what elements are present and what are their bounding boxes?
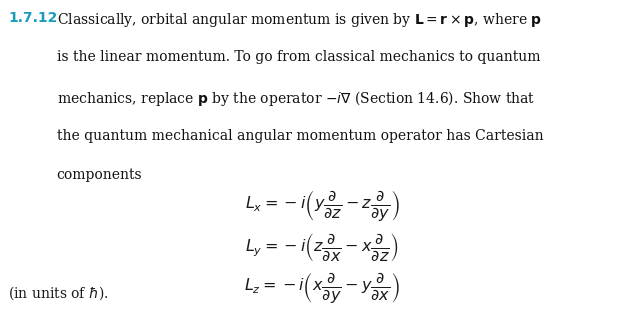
Text: 1.7.12: 1.7.12 xyxy=(8,11,58,25)
Text: is the linear momentum. To go from classical mechanics to quantum: is the linear momentum. To go from class… xyxy=(57,50,540,64)
Text: $L_z = -i\left(x\dfrac{\partial}{\partial y} - y\dfrac{\partial}{\partial x}\rig: $L_z = -i\left(x\dfrac{\partial}{\partia… xyxy=(244,270,400,305)
Text: components: components xyxy=(57,168,142,182)
Text: Classically, orbital angular momentum is given by $\mathbf{L} = \mathbf{r} \time: Classically, orbital angular momentum is… xyxy=(57,11,542,29)
Text: $L_y = -i\left(z\dfrac{\partial}{\partial x} - x\dfrac{\partial}{\partial z}\rig: $L_y = -i\left(z\dfrac{\partial}{\partia… xyxy=(245,231,399,263)
Text: $L_x = -i\left(y\dfrac{\partial}{\partial z} - z\dfrac{\partial}{\partial y}\rig: $L_x = -i\left(y\dfrac{\partial}{\partia… xyxy=(245,188,399,223)
Text: mechanics, replace $\mathbf{p}$ by the operator $-i\nabla$ (Section 14.6). Show : mechanics, replace $\mathbf{p}$ by the o… xyxy=(57,89,535,108)
Text: the quantum mechanical angular momentum operator has Cartesian: the quantum mechanical angular momentum … xyxy=(57,129,544,142)
Text: (in units of $\hbar$).: (in units of $\hbar$). xyxy=(8,285,109,302)
